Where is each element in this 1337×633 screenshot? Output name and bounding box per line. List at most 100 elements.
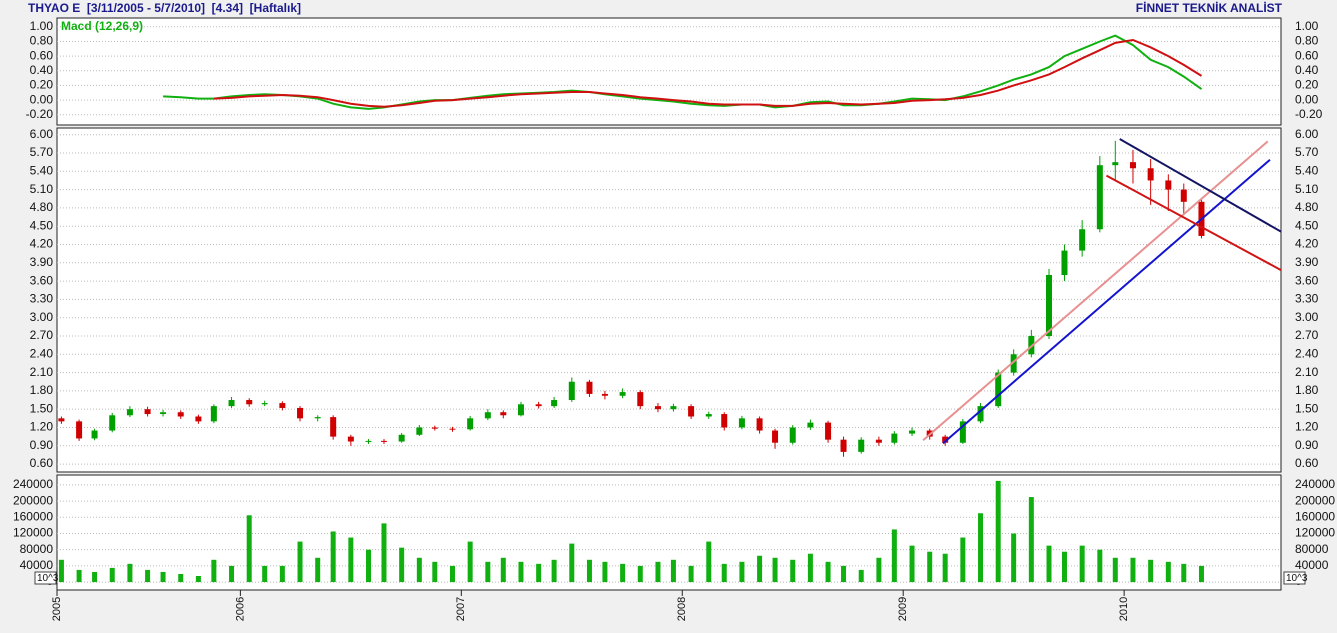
volume-bar bbox=[739, 561, 745, 583]
volume-bar bbox=[876, 557, 882, 583]
candle-body bbox=[76, 421, 83, 439]
candle-body bbox=[858, 439, 865, 452]
candle-body bbox=[228, 400, 235, 407]
candle-body bbox=[1147, 168, 1154, 181]
y-tick-label: 3.30 bbox=[30, 292, 54, 306]
y-tick-label: 0.20 bbox=[30, 78, 54, 92]
x-tick-label: 2010 bbox=[1118, 597, 1130, 621]
unit-box bbox=[1283, 571, 1306, 585]
candle-body bbox=[942, 436, 949, 443]
y-tick-label: 5.40 bbox=[1295, 163, 1319, 177]
y-tick-label: 1.20 bbox=[1295, 420, 1319, 434]
volume-bar bbox=[772, 557, 778, 583]
candle-body bbox=[840, 439, 847, 452]
candle-body bbox=[1129, 162, 1136, 169]
candle-body bbox=[909, 430, 916, 434]
trendline bbox=[942, 158, 1271, 445]
candle-body bbox=[619, 392, 626, 396]
volume-bar bbox=[366, 549, 372, 583]
y-tick-label: 0.20 bbox=[1295, 78, 1319, 92]
candle-body bbox=[380, 440, 387, 442]
volume-bar bbox=[1130, 557, 1136, 583]
y-tick-label: 2.70 bbox=[1295, 328, 1319, 342]
volume-bar bbox=[315, 557, 321, 583]
y-tick-label: 40000 bbox=[20, 558, 54, 572]
candle-body bbox=[398, 434, 405, 442]
y-tick-label: 0.60 bbox=[30, 48, 54, 62]
candle-body bbox=[246, 400, 253, 405]
candle-body bbox=[891, 433, 898, 443]
x-tick-label: 2005 bbox=[51, 597, 63, 621]
candle-body bbox=[825, 422, 832, 440]
volume-bar bbox=[688, 565, 694, 583]
candle-body bbox=[875, 439, 882, 443]
candle-body bbox=[91, 430, 98, 439]
x-tick-label: 2008 bbox=[676, 597, 688, 621]
candle-body bbox=[177, 412, 184, 417]
volume-bar bbox=[211, 559, 217, 583]
trendlines bbox=[922, 138, 1281, 445]
y-tick-label: 200000 bbox=[13, 493, 53, 507]
candle-body bbox=[738, 418, 745, 428]
candle-body bbox=[654, 406, 661, 410]
volume-bar bbox=[178, 573, 184, 583]
candle-body bbox=[1079, 229, 1086, 251]
y-tick-label: 0.00 bbox=[30, 92, 54, 106]
y-tick-label: 4.20 bbox=[1295, 237, 1319, 251]
y-tick-label: 0.90 bbox=[1295, 438, 1319, 452]
unit-label: 10^3 bbox=[37, 573, 59, 584]
unit-box bbox=[34, 571, 57, 585]
candle-body bbox=[772, 430, 779, 443]
y-tick-label: 0.60 bbox=[1295, 48, 1319, 62]
volume-bar bbox=[807, 553, 813, 583]
y-tick-label: 4.20 bbox=[30, 237, 54, 251]
candle-body bbox=[551, 400, 558, 407]
y-tick-label: -0.20 bbox=[26, 107, 54, 121]
x-tick-label: 2007 bbox=[455, 597, 467, 621]
volume-bar bbox=[399, 547, 405, 583]
volume-bar bbox=[637, 565, 643, 583]
candle-body bbox=[1096, 165, 1103, 230]
y-tick-label: 6.00 bbox=[1295, 127, 1319, 141]
candle-body bbox=[789, 427, 796, 443]
panel bbox=[56, 127, 1282, 473]
volume-bar bbox=[109, 567, 115, 583]
candle-body bbox=[330, 417, 337, 437]
volume-bar bbox=[1165, 561, 1171, 583]
y-tick-label: 3.90 bbox=[30, 255, 54, 269]
volume-bar bbox=[569, 543, 575, 583]
volume-bar bbox=[1097, 549, 1103, 583]
volume-bar bbox=[449, 565, 455, 583]
volume-bar bbox=[978, 513, 984, 583]
y-tick-label: 1.20 bbox=[30, 420, 54, 434]
candle-body bbox=[365, 440, 372, 442]
y-tick-label: 200000 bbox=[1295, 493, 1335, 507]
volume-bar bbox=[160, 571, 166, 583]
volume-bar bbox=[909, 545, 915, 583]
volume-bar bbox=[670, 559, 676, 583]
candle-body bbox=[568, 381, 575, 401]
unit-label: 10^3 bbox=[1286, 573, 1308, 584]
candle-body bbox=[1046, 274, 1053, 336]
panel bbox=[56, 17, 1282, 126]
y-tick-label: 4.50 bbox=[30, 218, 54, 232]
candle-body bbox=[1180, 189, 1187, 202]
candle-body bbox=[756, 418, 763, 431]
candle-body bbox=[160, 412, 167, 415]
y-tick-label: 240000 bbox=[13, 477, 53, 491]
candle-body bbox=[467, 418, 474, 430]
y-tick-label: 120000 bbox=[13, 526, 53, 540]
trendline bbox=[1119, 138, 1281, 233]
y-tick-label: 1.80 bbox=[1295, 383, 1319, 397]
volume-bar bbox=[416, 557, 422, 583]
y-tick-label: 5.40 bbox=[30, 163, 54, 177]
volume-bar bbox=[381, 523, 387, 583]
y-tick-label: -0.20 bbox=[1295, 107, 1323, 121]
y-tick-label: 4.80 bbox=[30, 200, 54, 214]
x-tick-label: 2006 bbox=[234, 597, 246, 621]
candle-body bbox=[721, 414, 728, 428]
volume-bar bbox=[655, 561, 661, 583]
volume-bar bbox=[58, 559, 64, 583]
volume-bar bbox=[551, 559, 557, 583]
volume-bar bbox=[721, 563, 727, 583]
